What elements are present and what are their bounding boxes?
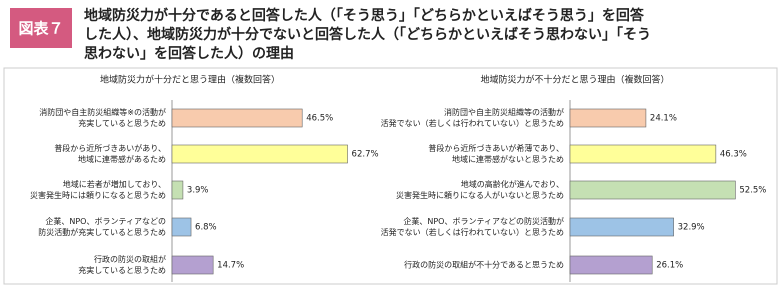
value-label: 6.8% [195,223,217,233]
bar [171,144,348,164]
value-label: 14.7% [217,261,244,271]
panel-frame [3,67,778,285]
category-label: 災害発生時に頼りになる人がいないと思うため [396,190,564,200]
category-label: 地域に連帯感がないと思うため [452,154,564,164]
category-label: 消防団や自主防災組織等の活動が [444,107,564,117]
bar [569,255,653,275]
chart-title: 地域防災力が不十分だと思う理由（複数回答） [480,74,669,86]
bar [569,108,647,128]
value-label: 46.5% [306,114,333,124]
category-label: 普段から近所づきあいが希薄であり、 [428,143,564,153]
category-label: 企業、NPO、ボランティアなどの [45,216,166,226]
value-label: 24.1% [650,114,677,124]
value-label: 3.9% [187,186,209,196]
category-label: 地域の高齢化が進んでおり、 [461,179,564,189]
category-label: 活発でない（若しくは行われていない）と思うため [381,118,564,128]
category-label: 消防団や自主防災組織等※の活動が [39,107,166,117]
bar [171,217,192,237]
title-line: 思わない」を回答した人）の理由 [84,45,294,62]
category-label: 充実していると思うため [78,265,166,275]
title-line: 地域防災力が十分であると回答した人（「そう思う」「どちらかといえばそう思う」を回… [84,7,645,24]
category-label: 企業、NPO、ボランティアなどの防災活動が [403,216,564,226]
figure-label: 図表７ [18,20,63,38]
bar [569,180,736,200]
bar [569,217,674,237]
bar [171,180,184,200]
value-label: 46.3% [720,150,747,160]
category-label: 行政の防災の取組が不十分であると思うため [404,260,564,270]
category-label: 地域に若者が増加しており、 [63,179,166,189]
bar [171,108,303,128]
category-label: 活発でない（若しくは行われていない）と思うため [381,227,564,237]
category-label: 充実していると思うため [78,118,166,128]
figure-label-box [10,8,72,48]
category-label: 地域に連帯感があるため [78,154,166,164]
bar [569,144,717,164]
value-label: 62.7% [352,150,379,160]
category-label: 普段から近所づきあいがあり、 [54,143,166,153]
value-label: 26.1% [656,261,683,271]
title-line: した人）、地域防災力が十分でないと回答した人（「どちらかといえばそう思わない」「… [84,26,651,43]
bar [171,255,214,275]
category-label: 防災活動が充実していると思うため [38,227,166,237]
category-label: 行政の防災の取組が [94,254,166,264]
value-label: 32.9% [678,223,705,233]
category-label: 災害発生時には頼りになると思うため [30,190,166,200]
value-label: 52.5% [739,186,766,196]
chart-title: 地域防災力が十分だと思う理由（複数回答） [100,74,280,86]
